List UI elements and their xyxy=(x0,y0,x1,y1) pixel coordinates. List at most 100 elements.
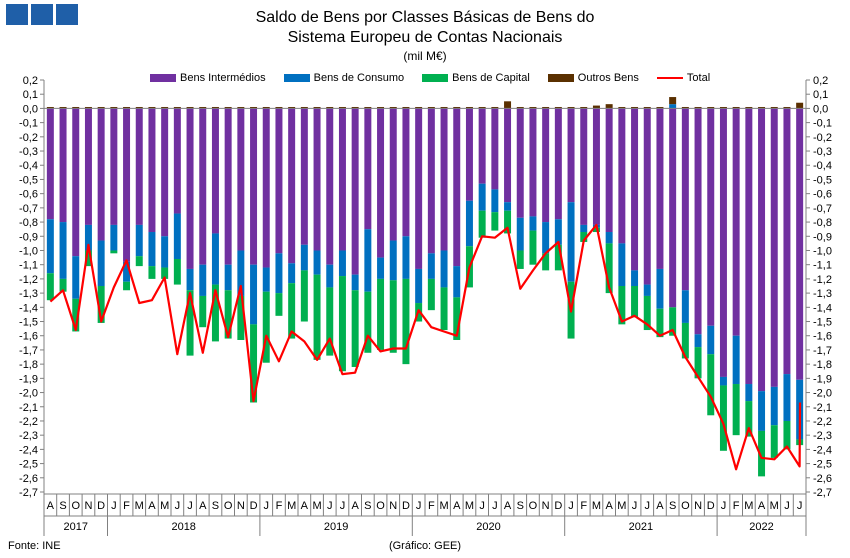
bar-segment-consumo xyxy=(161,236,169,268)
bar-segment-capital xyxy=(542,253,550,271)
bar-segment-consumo xyxy=(250,264,258,325)
legend-swatch-consumo xyxy=(283,74,310,82)
year-label: 2020 xyxy=(476,521,500,533)
bar-segment-outros xyxy=(605,104,613,109)
bar-segment-outros xyxy=(351,106,359,109)
y-tick-label-left: -0,7 xyxy=(19,203,38,215)
bar-segment-outros xyxy=(554,106,562,109)
bar-segment-capital xyxy=(250,324,258,403)
legend-swatch-total xyxy=(656,77,683,79)
bar-segment-consumo xyxy=(783,374,791,421)
y-tick-label-right: -0,8 xyxy=(813,217,832,229)
bar-segment-outros xyxy=(148,106,156,109)
x-tick-label: A xyxy=(148,500,156,512)
bar-segment-consumo xyxy=(491,189,499,213)
bar-segment-intermedios xyxy=(669,108,677,308)
bar-segment-consumo xyxy=(338,250,346,277)
bar-segment-consumo xyxy=(402,236,410,279)
bar-segment-consumo xyxy=(326,264,334,288)
y-tick-label-left: -0,5 xyxy=(19,174,38,186)
bar-segment-outros xyxy=(326,106,334,109)
y-tick-label-left: -2,4 xyxy=(19,444,38,456)
bar-segment-intermedios xyxy=(288,108,296,264)
y-tick-label-right: -1,1 xyxy=(813,260,832,272)
bar-segment-consumo xyxy=(313,250,321,275)
bar-segment-consumo xyxy=(123,261,131,282)
bar-segment-intermedios xyxy=(745,108,753,385)
bar-segment-capital xyxy=(605,243,613,294)
y-tick-label-left: -1,3 xyxy=(19,288,38,300)
x-tick-label: F xyxy=(123,500,130,512)
bar-segment-consumo xyxy=(389,240,397,281)
bar-segment-intermedios xyxy=(415,108,423,269)
bar-segment-intermedios xyxy=(123,108,131,262)
bar-segment-outros xyxy=(567,106,575,109)
bar-segment-intermedios xyxy=(377,108,385,258)
bar-segment-outros xyxy=(631,106,639,109)
x-tick-label: A xyxy=(301,500,309,512)
bar-segment-intermedios xyxy=(250,108,258,265)
bar-segment-consumo xyxy=(719,376,727,386)
bar-segment-capital xyxy=(173,259,181,285)
bar-segment-outros xyxy=(338,106,346,109)
bar-segment-intermedios xyxy=(465,108,473,201)
x-tick-label: M xyxy=(312,500,321,512)
bar-segment-outros xyxy=(72,106,80,109)
bar-segment-consumo xyxy=(453,266,461,298)
x-tick-label: J xyxy=(340,500,346,512)
bar-segment-consumo xyxy=(770,386,778,426)
bar-segment-consumo xyxy=(237,250,245,296)
bar-segment-intermedios xyxy=(313,108,321,251)
logo-square xyxy=(56,4,78,25)
legend-label-total: Total xyxy=(686,72,711,84)
bar-segment-capital xyxy=(135,256,143,267)
legend-item-intermedios: Bens Intermédios xyxy=(150,72,266,84)
x-tick-label: A xyxy=(758,500,766,512)
bar-segment-outros xyxy=(250,106,258,109)
bar-segment-capital xyxy=(288,283,296,339)
bar-segment-consumo xyxy=(554,219,562,245)
x-tick-label: A xyxy=(605,500,613,512)
bar-segment-consumo xyxy=(377,257,385,279)
bar-segment-consumo xyxy=(707,325,715,355)
bar-segment-consumo xyxy=(567,202,575,282)
x-tick-label: J xyxy=(479,500,485,512)
bar-segment-outros xyxy=(592,105,600,109)
bar-segment-capital xyxy=(402,278,410,365)
bar-segment-capital xyxy=(123,281,131,291)
y-tick-label-right: -2,5 xyxy=(813,459,832,471)
bar-segment-consumo xyxy=(516,217,524,251)
y-tick-label-right: -2,7 xyxy=(813,487,832,499)
x-tick-label: M xyxy=(744,500,753,512)
y-tick-label-left: -1,5 xyxy=(19,317,38,329)
bar-segment-outros xyxy=(643,106,651,109)
bar-segment-intermedios xyxy=(504,108,512,203)
bar-segment-capital xyxy=(732,384,740,436)
bar-segment-capital xyxy=(453,297,461,340)
bar-segment-outros xyxy=(580,106,588,109)
y-tick-label-right: -0,9 xyxy=(813,231,832,243)
x-tick-label: F xyxy=(428,500,435,512)
gee-logo xyxy=(6,4,78,25)
y-tick-label-right: 0,2 xyxy=(813,75,828,87)
y-tick-label-right: -1,5 xyxy=(813,317,832,329)
chart-title-line2: Sistema Europeu de Contas Nacionais xyxy=(287,29,563,46)
y-tick-label-right: -0,3 xyxy=(813,146,832,158)
x-tick-label: M xyxy=(135,500,144,512)
x-tick-label: F xyxy=(733,500,740,512)
bar-segment-consumo xyxy=(97,240,105,286)
y-tick-label-right: -0,5 xyxy=(813,174,832,186)
legend-label-capital: Bens de Capital xyxy=(452,72,530,84)
x-tick-label: A xyxy=(47,500,55,512)
bar-segment-intermedios xyxy=(72,108,80,257)
bar-segment-outros xyxy=(707,106,715,109)
x-tick-label: J xyxy=(797,500,803,512)
y-tick-label-right: -2,1 xyxy=(813,402,832,414)
y-tick-label-left: -1,6 xyxy=(19,331,38,343)
bar-segment-capital xyxy=(72,298,80,332)
bar-segment-capital xyxy=(427,278,435,311)
bar-segment-outros xyxy=(758,106,766,109)
bar-segment-outros xyxy=(491,106,499,109)
bar-segment-intermedios xyxy=(656,108,664,269)
bar-segment-outros xyxy=(313,106,321,109)
